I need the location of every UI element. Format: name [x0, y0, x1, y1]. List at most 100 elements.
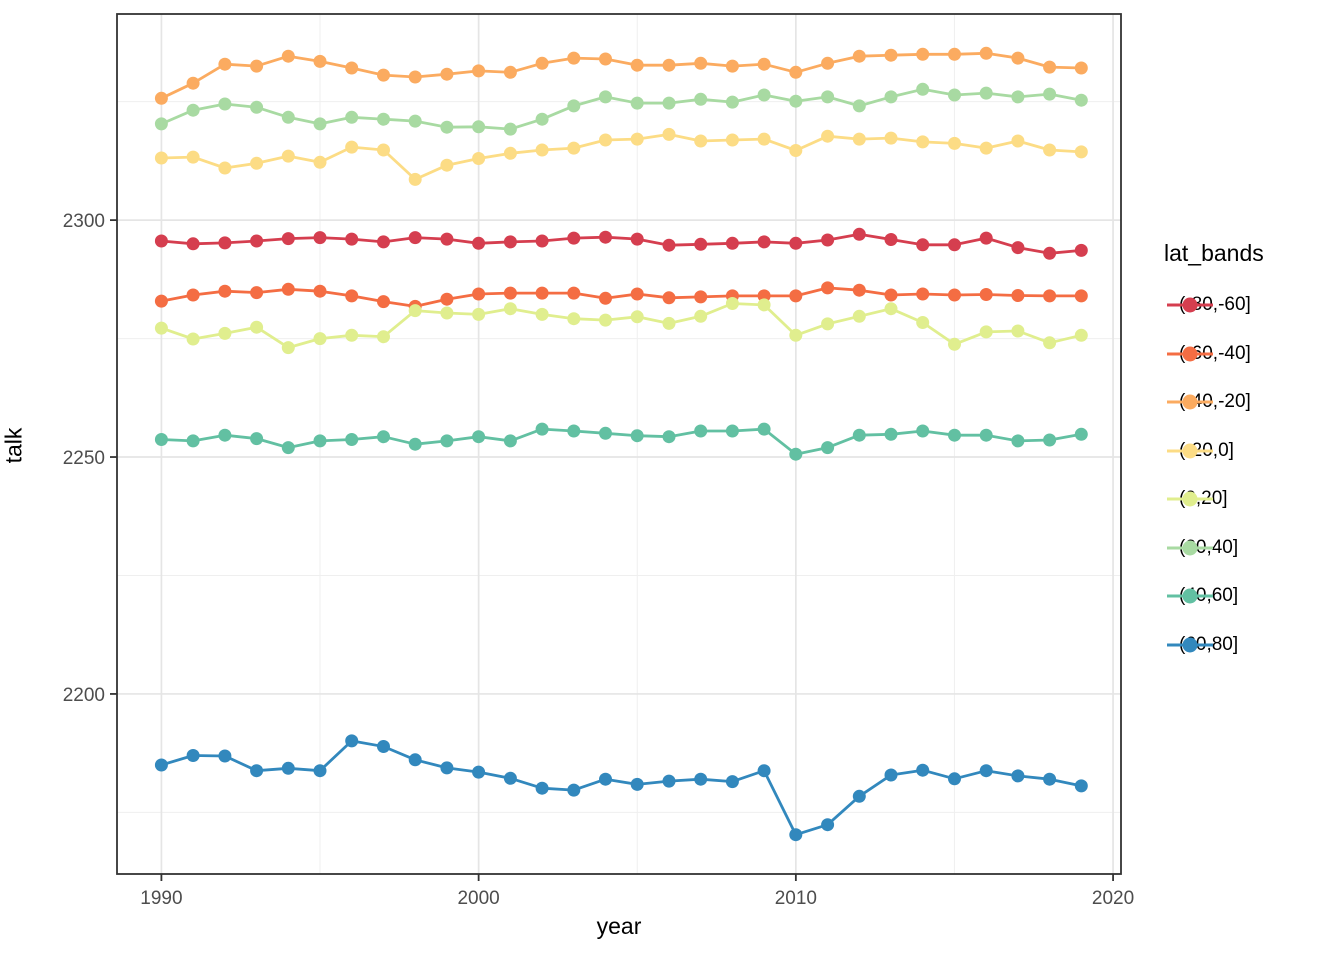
- legend-item-(-60,-40]: (-60,-40]: [1166, 330, 1251, 378]
- data-point: [884, 90, 898, 104]
- data-point: [250, 100, 264, 114]
- data-point: [948, 288, 961, 302]
- data-point: [218, 284, 232, 298]
- data-point: [662, 291, 676, 305]
- data-point: [440, 292, 454, 306]
- data-point: [630, 287, 644, 301]
- data-point: [948, 88, 961, 102]
- data-point: [789, 94, 803, 108]
- data-point: [218, 161, 232, 175]
- data-point: [662, 316, 676, 330]
- data-point: [377, 740, 390, 753]
- data-point: [535, 781, 549, 795]
- data-point: [979, 325, 993, 339]
- data-point: [821, 56, 835, 70]
- data-point: [377, 112, 390, 126]
- x-tick-label-2000: 2000: [457, 888, 499, 909]
- data-point: [1074, 61, 1088, 75]
- legend-title: lat_bands: [1164, 240, 1264, 266]
- data-point: [599, 133, 612, 147]
- data-point: [313, 117, 327, 131]
- legend-key-icon: [1167, 297, 1213, 313]
- legend-item-(20,40]: (20,40]: [1166, 524, 1238, 572]
- data-point: [377, 143, 390, 157]
- data-point: [599, 291, 612, 305]
- data-point: [821, 818, 835, 832]
- data-point: [694, 92, 708, 106]
- data-point: [757, 289, 771, 303]
- data-point: [725, 297, 739, 310]
- data-point: [535, 112, 549, 126]
- series-(60,80]: [154, 734, 1088, 842]
- data-point: [599, 52, 612, 66]
- data-point: [725, 236, 739, 250]
- data-point: [630, 232, 644, 246]
- y-axis-title: talk: [0, 427, 27, 464]
- data-point: [408, 304, 422, 318]
- x-tick-label-2020: 2020: [1092, 888, 1134, 909]
- data-point: [567, 312, 581, 326]
- legend-key-icon: [1167, 491, 1213, 507]
- data-point: [694, 56, 708, 70]
- data-point: [1043, 433, 1057, 447]
- data-point: [250, 286, 264, 300]
- data-point: [313, 155, 327, 169]
- data-point: [186, 288, 200, 302]
- data-point: [218, 428, 232, 442]
- data-point: [186, 749, 200, 762]
- data-point: [472, 64, 486, 78]
- data-point: [884, 768, 898, 782]
- data-point: [250, 764, 264, 778]
- legend-item-(40,60]: (40,60]: [1166, 572, 1238, 620]
- data-point: [1074, 145, 1088, 159]
- data-point: [662, 127, 676, 141]
- data-point: [250, 156, 264, 170]
- x-tick-label-1990: 1990: [140, 888, 182, 909]
- data-point: [916, 424, 930, 438]
- data-point: [1011, 51, 1025, 65]
- data-point: [599, 426, 612, 440]
- data-point: [821, 281, 835, 295]
- data-point: [472, 307, 486, 321]
- series-(40,60]: [154, 422, 1088, 461]
- data-point: [408, 172, 422, 186]
- legend-item-(60,80]: (60,80]: [1166, 621, 1238, 669]
- data-point: [1043, 772, 1057, 786]
- data-point: [852, 99, 866, 113]
- data-point: [503, 434, 517, 448]
- data-point: [1074, 328, 1088, 342]
- data-point: [662, 58, 676, 72]
- data-point: [567, 424, 581, 438]
- data-point: [725, 95, 739, 109]
- data-point: [884, 302, 898, 316]
- data-point: [821, 441, 835, 455]
- data-point: [472, 120, 486, 134]
- data-point: [630, 96, 644, 110]
- x-axis-title: year: [596, 913, 642, 939]
- data-point: [1043, 60, 1057, 74]
- data-point: [440, 232, 454, 246]
- data-point: [218, 749, 232, 763]
- data-point: [630, 58, 644, 72]
- data-point: [852, 227, 866, 241]
- data-point: [789, 328, 803, 342]
- data-point: [440, 306, 454, 320]
- data-point: [916, 287, 930, 301]
- data-point: [345, 232, 359, 246]
- data-point: [535, 56, 549, 70]
- data-point: [281, 110, 295, 124]
- data-point: [503, 771, 517, 785]
- data-point: [725, 133, 739, 147]
- data-point: [852, 309, 866, 323]
- data-point: [186, 76, 200, 90]
- data-point: [154, 433, 168, 446]
- data-point: [662, 774, 676, 788]
- data-point: [789, 65, 803, 79]
- data-point: [979, 141, 993, 155]
- data-point: [852, 132, 866, 146]
- data-point: [313, 434, 327, 448]
- data-point: [757, 132, 771, 146]
- data-point: [599, 313, 612, 327]
- y-tick-label-2200: 2200: [63, 685, 105, 706]
- series-(-60,-40]: [154, 281, 1088, 313]
